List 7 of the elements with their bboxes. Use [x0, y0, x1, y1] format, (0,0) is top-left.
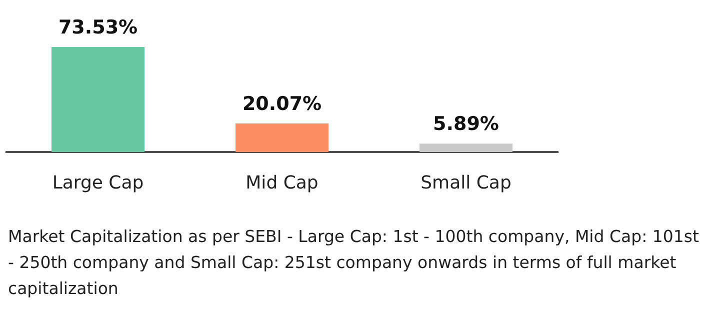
x-tick-label: Mid Cap [246, 172, 318, 194]
x-tick-label: Small Cap [420, 172, 512, 194]
text: Market Capitalization as per SEBI - Large Cap: 1st - 100th company, Mid Cap: 101st - 250th company and Small Cap: 251st company onwards in terms of full market capitalization [8, 226, 700, 300]
data-label: 73.53% [58, 16, 138, 38]
data-label: 5.89% [433, 113, 499, 136]
data-label: 20.07% [242, 92, 322, 115]
x-tick-label: Large Cap [52, 172, 144, 194]
